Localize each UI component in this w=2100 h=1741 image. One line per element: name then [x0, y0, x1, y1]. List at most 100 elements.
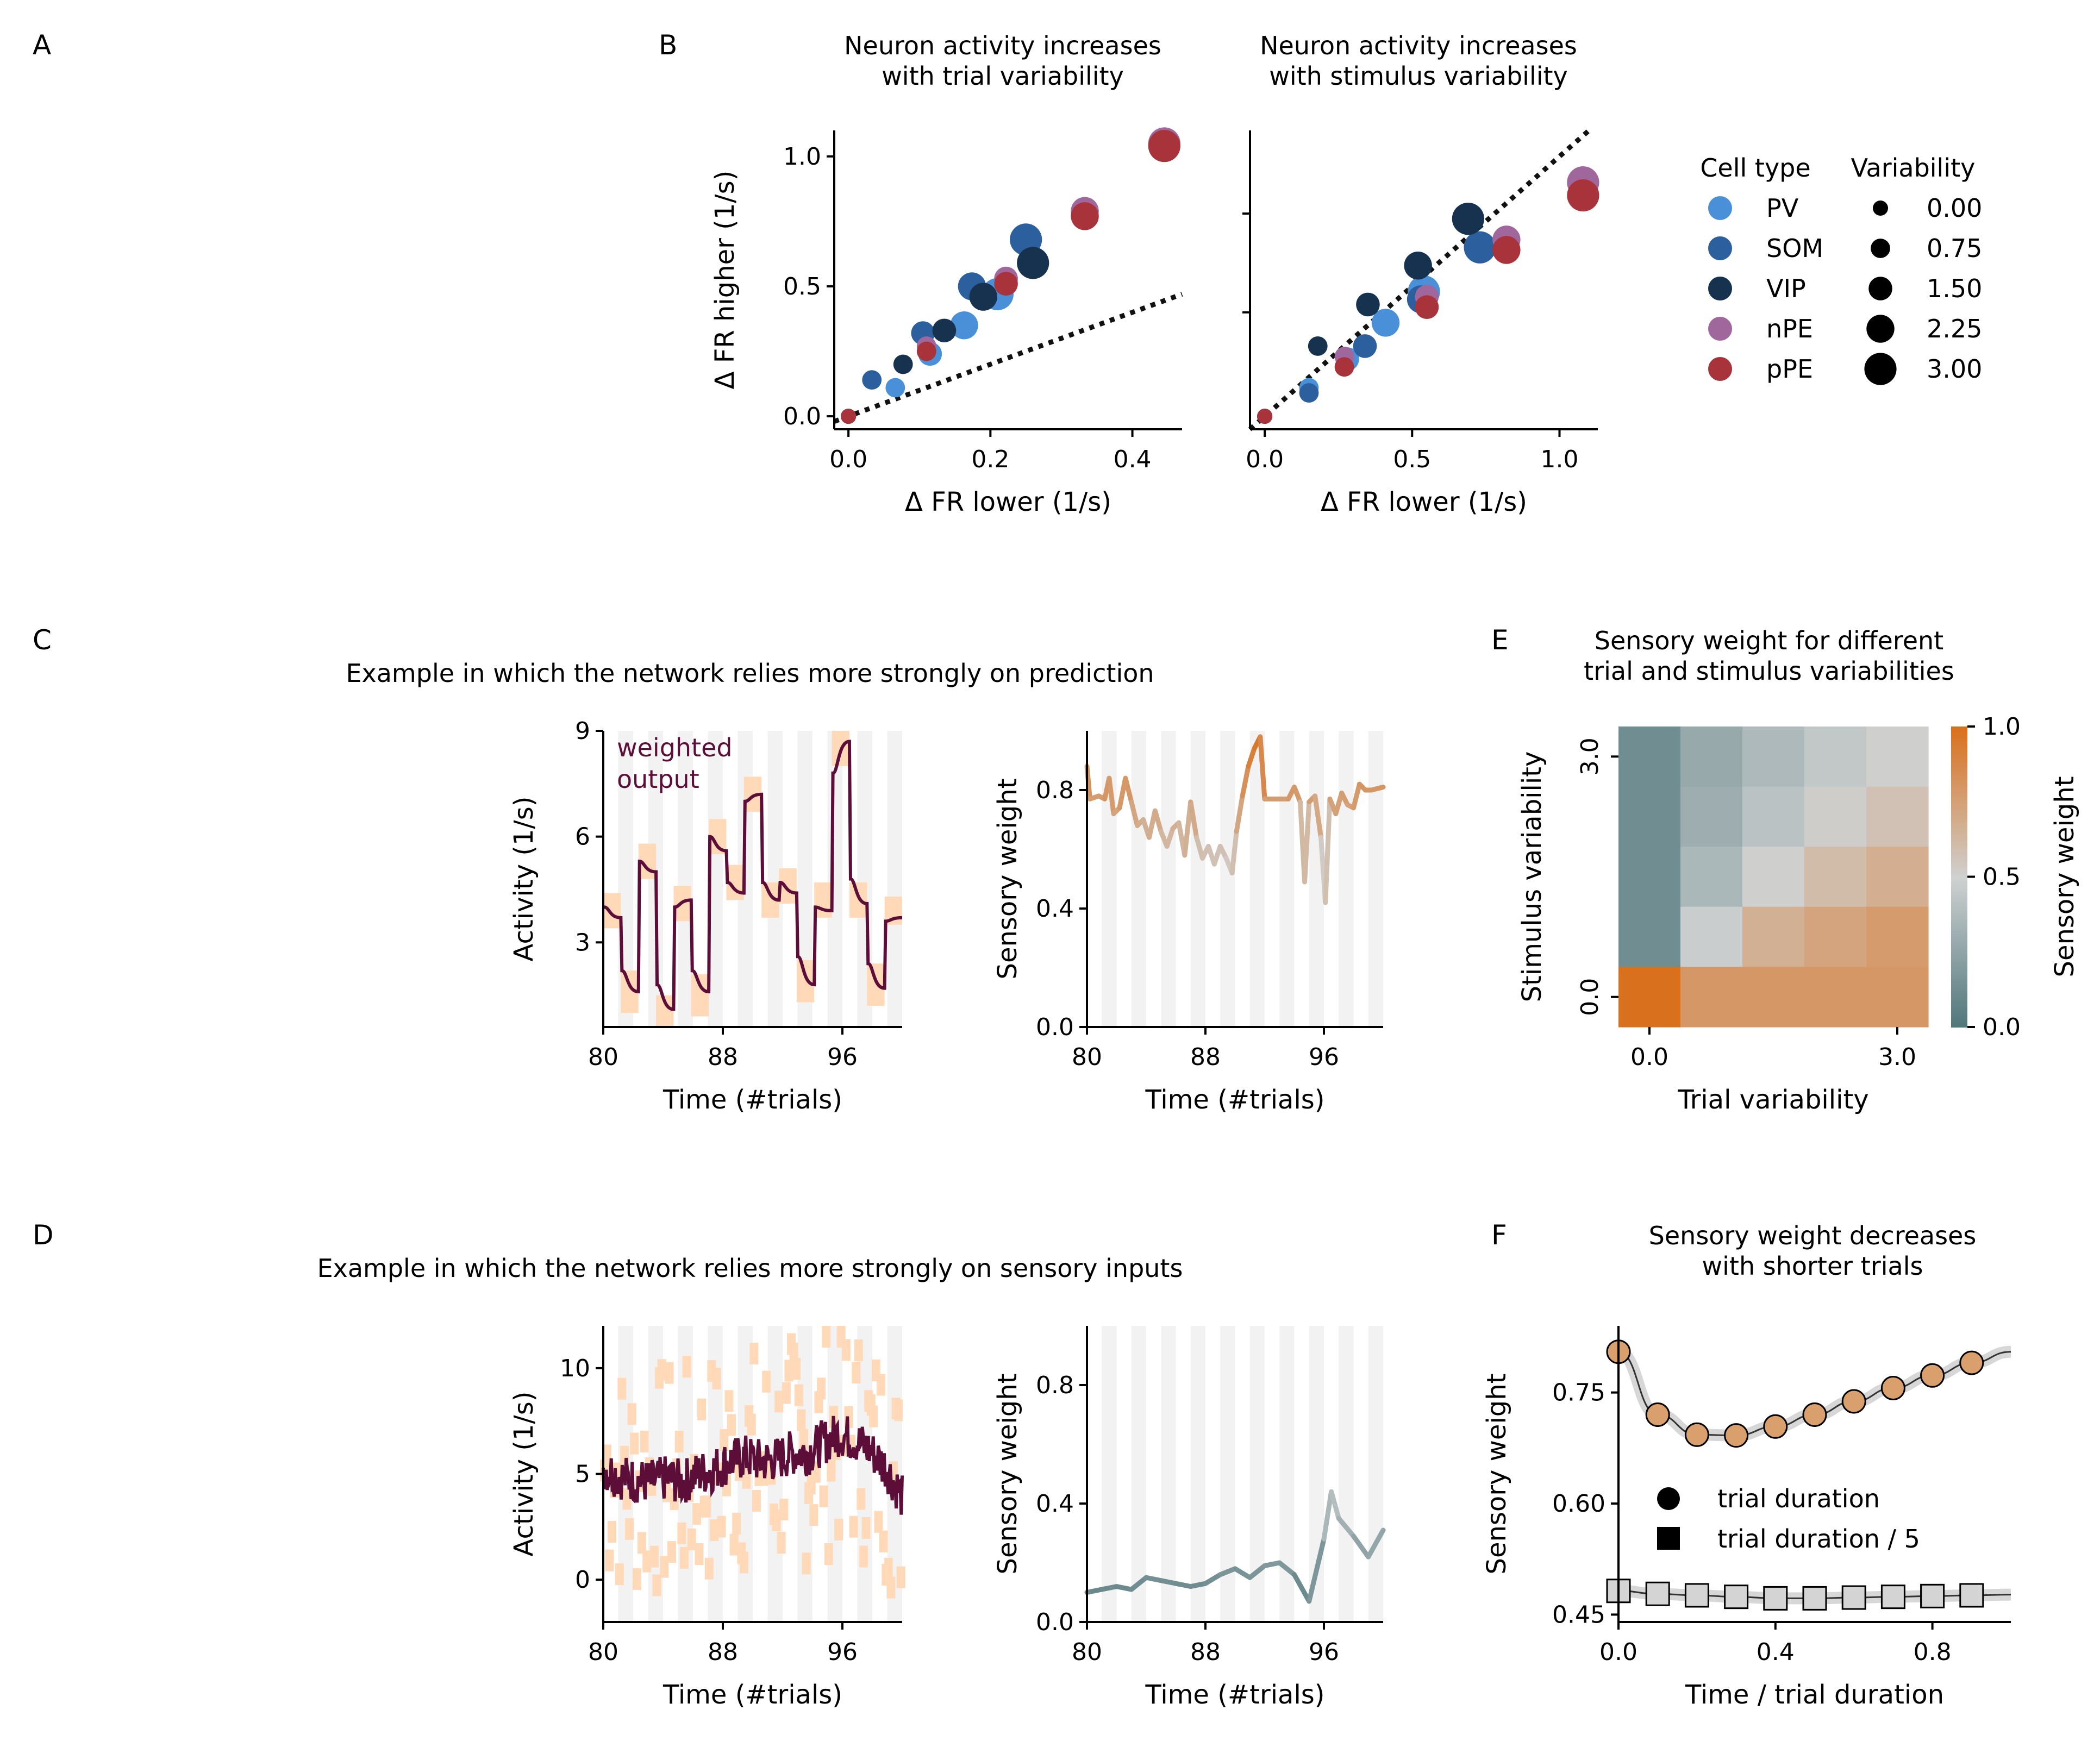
y-tick-label: 0.0 [783, 403, 821, 430]
stimulus-sample [622, 1488, 632, 1510]
colorbar-segment [1951, 798, 1967, 803]
colorbar-segment [1951, 882, 1967, 887]
trial-stripe [1102, 1326, 1117, 1622]
scatter-point-vip [893, 354, 913, 374]
legend-size-label: 2.25 [1927, 314, 1982, 343]
chart-c-activity: weighted output 80 88 96 3 6 9 Time (#trials) A… [509, 717, 903, 1115]
x-axis-label: Δ FR lower (1/s) [905, 487, 1111, 517]
x-tick-label: 0.0 [829, 446, 867, 473]
heatmap-cell [1804, 967, 1867, 1028]
trial-stripe [1102, 731, 1117, 1027]
stimulus-sample [727, 1414, 736, 1436]
panel-letter-e: E [1491, 624, 1509, 656]
colorbar-segment [1951, 759, 1967, 763]
colorbar-segment [1951, 1006, 1967, 1010]
colorbar-segment [1951, 886, 1967, 890]
heatmap-cell [1680, 727, 1743, 787]
y-axis-label: Sensory weight [1482, 1373, 1512, 1574]
legend-label-vip: VIP [1766, 274, 1806, 303]
stimulus-sample [674, 1431, 684, 1453]
y-axis-label: Activity (1/s) [509, 797, 539, 962]
colorbar-segment [1951, 780, 1967, 785]
data-marker-circle [1763, 1414, 1788, 1439]
sensory-weight-segment [1129, 799, 1140, 828]
colorbar-segment [1951, 816, 1967, 821]
scatter-point-som [1464, 231, 1496, 264]
x-tick-label: 3.0 [1878, 1043, 1916, 1071]
y-tick-label: 6 [575, 823, 590, 851]
data-marker-circle [1724, 1423, 1749, 1448]
scatter-point-ppe [1257, 409, 1273, 424]
colorbar-segment [1951, 934, 1967, 938]
colorbar-tick-label: 0.5 [1983, 863, 2021, 891]
stimulus-sample [884, 1557, 893, 1580]
sensory-weight-segment [1203, 1572, 1223, 1586]
stimulus-sample [869, 1405, 878, 1427]
stimulus-sample [717, 1515, 726, 1538]
y-tick-label: 0 [575, 1566, 590, 1594]
stimulus-band [779, 868, 797, 904]
panel-letter-c: C [33, 624, 52, 656]
scatter-point-vip [1308, 336, 1328, 356]
data-marker-square [1920, 1583, 1945, 1608]
sensory-weight-segment [1323, 796, 1333, 905]
x-tick-label: 96 [827, 1638, 858, 1666]
sensory-weight-segment [1107, 775, 1116, 817]
colorbar-segment [1951, 912, 1967, 917]
x-tick-label: 0.0 [1246, 446, 1284, 473]
legend-marker-pv [1708, 196, 1732, 220]
sensory-weight-segment [1234, 793, 1245, 834]
sensory-weight-segment [1164, 826, 1176, 849]
data-marker-circle [1959, 1350, 1984, 1375]
legend-size-marker [1868, 277, 1892, 300]
trial-stripe [1220, 1326, 1235, 1622]
stimulus-sample [849, 1515, 858, 1538]
x-tick-label: 88 [1190, 1638, 1221, 1666]
sensory-weight-segment [1188, 799, 1199, 840]
stimulus-sample [852, 1362, 861, 1384]
colorbar-segment [1951, 1012, 1967, 1016]
y-tick-label: 0.4 [1036, 1490, 1074, 1518]
scatter-point-ppe [1148, 130, 1180, 162]
heatmap-cell [1866, 967, 1929, 1028]
colorbar-segment [1951, 906, 1967, 911]
colorbar-segment [1951, 867, 1967, 872]
stimulus-sample [642, 1550, 652, 1573]
x-tick-label: 0.2 [971, 446, 1009, 473]
scatter-point-ppe [1415, 295, 1439, 320]
legend-size-marker [1873, 201, 1888, 216]
sensory-weight-segment [1258, 734, 1267, 801]
stimulus-sample [704, 1557, 714, 1580]
colorbar-segment [1951, 786, 1967, 791]
colorbar-segment [1951, 771, 1967, 775]
colorbar-segment [1951, 819, 1967, 823]
colorbar-segment [1951, 928, 1967, 932]
colorbar-segment [1951, 778, 1967, 781]
data-marker-square [1959, 1583, 1984, 1608]
chart-title: with trial variability [882, 61, 1124, 91]
trial-stripe [1339, 1326, 1354, 1622]
sensory-weight-segment [1129, 1575, 1149, 1592]
heatmap-cell [1680, 786, 1743, 847]
y-tick-label: 0.0 [1036, 1608, 1074, 1636]
trial-stripe [1368, 731, 1383, 1027]
stimulus-sample [827, 1460, 836, 1482]
colorbar-segment [1951, 810, 1967, 815]
heatmap-cell [1680, 847, 1743, 907]
y-axis-label: Δ FR higher (1/s) [710, 171, 740, 390]
sensory-weight-segment [1302, 799, 1312, 885]
stimulus-band [867, 963, 885, 1006]
chart-title: Sensory weight decreases [1649, 1221, 1977, 1250]
colorbar-segment [1951, 969, 1967, 974]
stimulus-sample [797, 1409, 806, 1431]
panel-c-title: Example in which the network relies more… [346, 659, 1154, 688]
heatmap-cell [1866, 847, 1929, 907]
stimulus-sample [649, 1545, 659, 1568]
colorbar-segment [1951, 747, 1967, 751]
stimulus-band [796, 960, 815, 1003]
scatter-point-vip [1017, 247, 1049, 279]
stimulus-sample [679, 1546, 689, 1569]
y-tick-label: 1.0 [783, 143, 821, 171]
colorbar-segment [1951, 955, 1967, 959]
